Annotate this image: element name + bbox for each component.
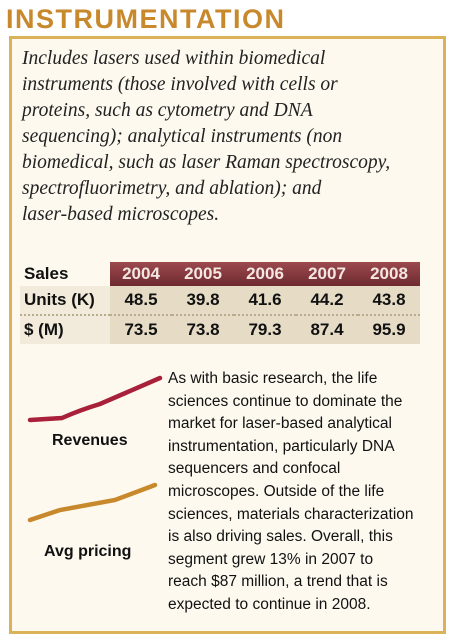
description: Includes lasers used within biomedical in… — [22, 46, 390, 228]
body-text: As with basic research, the life sciences… — [168, 368, 414, 617]
text-line: market for laser-based analytical — [168, 415, 392, 433]
table-cell: 48.5 — [110, 286, 172, 316]
table-cell: $ (M) — [20, 315, 110, 344]
text-line: biomedical, such as laser Raman spectros… — [22, 152, 391, 173]
text-line: instruments (those involved with cells o… — [22, 74, 338, 95]
text-line: laser-based microscopes. — [22, 204, 220, 225]
table-cell: 87.4 — [296, 315, 358, 344]
text-line: reach $87 million, a trend that is — [168, 573, 388, 591]
text-line: instrumentation, particularly DNA — [168, 437, 395, 455]
header-cell: 2008 — [358, 262, 420, 286]
table-cell: 79.3 — [234, 315, 296, 344]
table-cell: 44.2 — [296, 286, 358, 316]
text-line: As with basic research, the life — [168, 370, 378, 387]
header-cell: Sales — [20, 262, 110, 286]
header-row: Sales 2004 2005 2006 2007 2008 — [20, 262, 420, 286]
text-line: sciences, materials characterization — [168, 505, 414, 523]
sales-table: Sales 2004 2005 2006 2007 2008 Units (K) 48.5 39… — [20, 262, 420, 344]
text-line: spectrofluorimetry, and ablation); and — [22, 178, 322, 199]
table-cell: 73.5 — [110, 315, 172, 344]
header-cell: 2007 — [296, 262, 358, 286]
header-cell: 2006 — [234, 262, 296, 286]
revenue-trend-icon — [27, 375, 163, 423]
table-cell: Units (K) — [20, 286, 110, 316]
text-line: proteins, such as cytometry and DNA — [22, 100, 313, 121]
table-row: $ (M) 73.5 73.8 79.3 87.4 95.9 — [20, 315, 420, 344]
text-line: is also driving sales. Overall, this — [168, 528, 393, 546]
text-line: segment grew 13% in 2007 to — [168, 550, 374, 568]
pricing-trend-icon — [27, 482, 158, 523]
text-line: sciences continue to dominate the — [168, 392, 403, 410]
text-line: Includes lasers used within biomedical — [22, 48, 326, 69]
table-row: Units (K) 48.5 39.8 41.6 44.2 43.8 — [20, 286, 420, 316]
title: INSTRUMENTATION — [6, 4, 286, 34]
header-cell: 2004 — [110, 262, 172, 286]
revenues-label: Revenues — [52, 432, 128, 449]
table-cell: 41.6 — [234, 286, 296, 316]
trend-icons — [27, 375, 163, 523]
table-cell: 43.8 — [358, 286, 420, 316]
table-cell: 73.8 — [172, 315, 234, 344]
text-line: sequencers and confocal — [168, 460, 341, 478]
header-cell: 2005 — [172, 262, 234, 286]
table-cell: 39.8 — [172, 286, 234, 316]
text-line: sequencing); analytical instruments (non — [22, 126, 343, 147]
text-line: microscopes. Outside of the life — [168, 482, 385, 500]
text-line: expected to continue in 2008. — [168, 595, 371, 613]
pricing-label: Avg pricing — [44, 543, 132, 560]
table-cell: 95.9 — [358, 315, 420, 344]
